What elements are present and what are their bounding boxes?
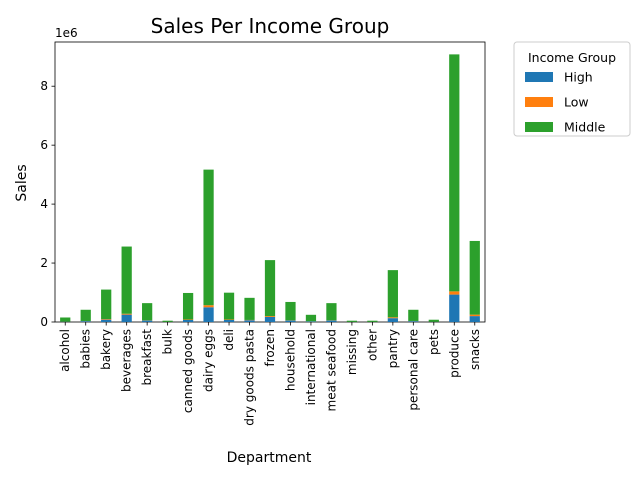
bar-middle-snacks xyxy=(469,240,480,315)
bar-high-meat-seafood xyxy=(326,320,337,322)
bar-middle-meat-seafood xyxy=(326,303,337,321)
legend-label-low: Low xyxy=(564,95,589,110)
bar-middle-breakfast xyxy=(142,303,153,321)
legend-label-high: High xyxy=(564,70,593,85)
bar-middle-bulk xyxy=(162,320,173,322)
bar-low-bakery xyxy=(101,319,112,320)
bar-middle-babies xyxy=(80,309,91,321)
bar-middle-dairy-eggs xyxy=(203,169,214,306)
bars xyxy=(60,54,480,322)
bar-middle-missing xyxy=(346,320,358,322)
bar-high-personal-care xyxy=(408,321,419,322)
bar-high-pantry xyxy=(387,318,398,322)
bar-low-frozen xyxy=(264,316,276,317)
legend: Income Group High Low Middle xyxy=(513,41,631,137)
x-tick-label: deli xyxy=(222,329,236,351)
x-tick-label: dry goods pasta xyxy=(243,329,257,426)
x-tick-label: personal care xyxy=(406,329,420,411)
x-tick-label: household xyxy=(283,329,297,391)
bar-low-pantry xyxy=(387,317,398,319)
bar-low-dairy-eggs xyxy=(203,305,214,308)
x-tick-label: alcohol xyxy=(58,329,72,372)
bar-middle-alcohol xyxy=(60,317,71,322)
bar-high-frozen xyxy=(264,316,276,322)
x-tick-label: pantry xyxy=(386,329,400,368)
x-tick-labels: alcohol babies bakery beverages breakfast bul… xyxy=(58,329,482,426)
bar-low-produce xyxy=(449,291,460,295)
bar-middle-produce xyxy=(449,54,460,292)
bar-high-bakery xyxy=(101,319,112,322)
legend-swatch-low xyxy=(525,97,553,107)
bar-high-canned-goods xyxy=(182,319,194,322)
x-tick-label: pets xyxy=(427,329,441,355)
x-tick-label: breakfast xyxy=(140,329,154,386)
y-axis-label: Sales xyxy=(14,164,30,201)
x-tick-label: meat seafood xyxy=(324,329,338,411)
y-tick-label: 8 xyxy=(40,79,48,93)
bar-middle-canned-goods xyxy=(182,292,194,320)
x-tick-label: bakery xyxy=(99,329,113,370)
bar-middle-household xyxy=(285,301,296,321)
x-tick-label: canned goods xyxy=(181,329,195,413)
legend-swatch-middle xyxy=(525,122,553,132)
bar-high-household xyxy=(285,320,296,322)
y-tick-label: 4 xyxy=(40,197,48,211)
bar-high-produce xyxy=(449,294,460,322)
x-tick-label: other xyxy=(365,329,379,361)
y-tick-label: 0 xyxy=(40,315,48,329)
y-tick-labels: 0 2 4 6 8 xyxy=(40,79,48,329)
y-tick-label: 6 xyxy=(40,138,48,152)
x-tick-label: snacks xyxy=(468,329,482,370)
bar-middle-deli xyxy=(223,292,235,320)
bar-high-dairy-eggs xyxy=(203,307,214,322)
x-tick-label: bulk xyxy=(161,329,175,355)
bar-middle-frozen xyxy=(264,260,276,317)
bar-middle-other xyxy=(367,320,378,322)
legend-frame xyxy=(513,41,631,137)
bar-high-dry-goods-pasta xyxy=(244,320,255,322)
x-tick-label: beverages xyxy=(120,329,134,392)
x-tick-label: frozen xyxy=(263,329,277,367)
bar-high-snacks xyxy=(469,316,480,322)
y-multiplier-label: 1e6 xyxy=(55,26,78,40)
x-tick-label: missing xyxy=(345,329,359,375)
bar-middle-dry-goods-pasta xyxy=(244,297,255,320)
chart-title: Sales Per Income Group xyxy=(151,14,390,38)
x-tick-label: dairy eggs xyxy=(202,329,216,392)
bar-high-breakfast xyxy=(142,320,153,322)
x-tick-label: babies xyxy=(79,329,93,369)
bar-middle-pantry xyxy=(387,270,398,318)
bar-middle-personal-care xyxy=(408,309,419,321)
bar-low-beverages xyxy=(121,313,132,315)
bar-middle-bakery xyxy=(101,289,112,320)
x-tick-label: produce xyxy=(447,329,461,378)
bar-high-babies xyxy=(80,321,91,322)
bar-high-deli xyxy=(223,319,235,322)
bar-high-beverages xyxy=(121,314,132,322)
legend-swatch-high xyxy=(525,72,553,82)
x-tick-label: international xyxy=(304,329,318,405)
bar-middle-pets xyxy=(428,319,439,322)
bar-middle-international xyxy=(305,314,317,322)
legend-title: Income Group xyxy=(528,50,616,65)
bar-high-international xyxy=(305,321,317,322)
bar-middle-beverages xyxy=(121,246,132,314)
x-axis-label: Department xyxy=(227,450,312,466)
y-tick-label: 2 xyxy=(40,256,48,270)
bar-low-snacks xyxy=(469,314,480,317)
legend-label-middle: Middle xyxy=(564,120,606,135)
